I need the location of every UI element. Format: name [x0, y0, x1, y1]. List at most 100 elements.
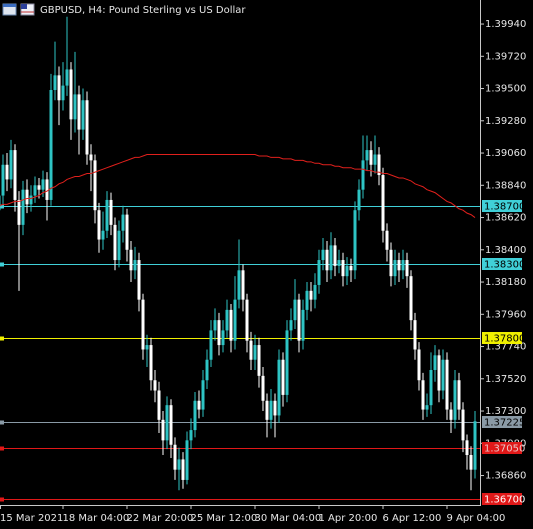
candle-body: [137, 260, 141, 300]
candle-body: [249, 340, 253, 360]
candle-body: [17, 199, 21, 225]
candle-body: [329, 245, 333, 271]
candle-body: [273, 400, 277, 416]
candle-body: [9, 150, 13, 180]
candle-body: [221, 330, 225, 346]
y-tick-label: 1.38840: [485, 180, 526, 191]
candle-body: [381, 175, 385, 231]
candle-body: [145, 345, 149, 350]
y-tick-label: 1.38180: [485, 277, 526, 288]
y-tick-label: 1.37520: [485, 374, 526, 385]
candle-body: [89, 154, 93, 161]
y-tick-label: 1.38400: [485, 245, 526, 256]
x-tick-label: 9 Apr 04:00: [447, 513, 506, 524]
candle-body: [277, 359, 281, 416]
candle-body: [449, 409, 453, 420]
candle-body: [457, 380, 461, 410]
x-tick-label: 6 Apr 12:00: [383, 513, 442, 524]
candle-body: [129, 249, 133, 271]
candle-body: [445, 359, 449, 410]
candle-body: [393, 260, 397, 277]
level-marker: [0, 446, 4, 451]
y-tick-label: 1.39720: [485, 51, 526, 62]
y-tick-label: 1.37960: [485, 309, 526, 320]
candle-body: [261, 375, 265, 401]
candle-body: [241, 270, 245, 300]
candle-body: [397, 260, 401, 271]
icon-window-bar: [3, 4, 16, 7]
candle-body: [425, 405, 429, 410]
candle-body: [33, 185, 37, 196]
candle-body: [113, 224, 117, 261]
candle-body: [233, 299, 237, 341]
candle-body: [245, 299, 249, 341]
candle-body: [269, 400, 273, 420]
candle-body: [297, 299, 301, 341]
candle-body: [369, 150, 373, 165]
candle-body: [405, 260, 409, 277]
candle-body: [101, 230, 105, 240]
candle-body: [125, 214, 129, 250]
candle-body: [205, 359, 209, 381]
candle-body: [469, 455, 473, 470]
candle-body: [429, 369, 433, 406]
candle-body: [385, 230, 389, 250]
candle-body: [77, 94, 81, 130]
candle-body: [69, 69, 73, 120]
candle-body: [365, 150, 369, 161]
candle-body: [0, 195, 1, 211]
icon-flag-canton: [21, 4, 27, 9]
candle-body: [53, 75, 57, 91]
candle-body: [253, 345, 257, 360]
candle-body: [21, 189, 25, 225]
y-tick-label: 1.39500: [485, 84, 526, 95]
y-tick-label: 1.36860: [485, 471, 526, 482]
level-label: 1.36700: [484, 495, 525, 506]
candle-body: [225, 309, 229, 331]
candle-body: [229, 309, 233, 341]
candle-body: [73, 94, 77, 120]
level-label-box: [482, 416, 522, 428]
candle-body: [461, 409, 465, 441]
plot: [0, 16, 480, 502]
x-tick-label: 18 Mar 04:00: [63, 513, 130, 524]
candle-body: [197, 400, 201, 410]
level-marker: [0, 336, 4, 341]
candle-body: [117, 230, 121, 261]
candle-body: [473, 421, 477, 470]
candle-body: [85, 100, 89, 155]
y-tick-label: 1.37740: [485, 342, 526, 353]
candle-body: [373, 154, 377, 165]
candle-body: [285, 330, 289, 395]
x-tick-label: 30 Mar 04:00: [255, 513, 322, 524]
candle-body: [177, 459, 181, 470]
candle-body: [209, 330, 213, 360]
candle-body: [169, 405, 173, 445]
y-tick-label: 1.38620: [485, 213, 526, 224]
candle-body: [29, 195, 33, 205]
candle-body: [325, 249, 329, 271]
candle-body: [49, 90, 53, 200]
candle-body: [333, 245, 337, 266]
candle-body: [201, 380, 205, 410]
candle-body: [81, 100, 85, 130]
candle-body: [153, 380, 157, 391]
candle-body: [105, 199, 109, 231]
candle-body: [301, 309, 305, 341]
candle-body: [185, 440, 189, 480]
candle-body: [409, 276, 413, 321]
y-tick-label: 1.39280: [485, 116, 526, 127]
candle-body: [361, 160, 365, 190]
candle-body: [133, 260, 137, 271]
candle-body: [309, 290, 313, 300]
candle-body: [57, 75, 61, 101]
y-tick-label: 1.39060: [485, 148, 526, 159]
level-label: 1.38700: [484, 202, 525, 213]
candle-body: [217, 320, 221, 346]
candle-body: [257, 345, 261, 376]
candle-body: [305, 290, 309, 310]
candle-body: [321, 249, 325, 261]
candle-body: [417, 349, 421, 381]
candle-body: [441, 359, 445, 391]
